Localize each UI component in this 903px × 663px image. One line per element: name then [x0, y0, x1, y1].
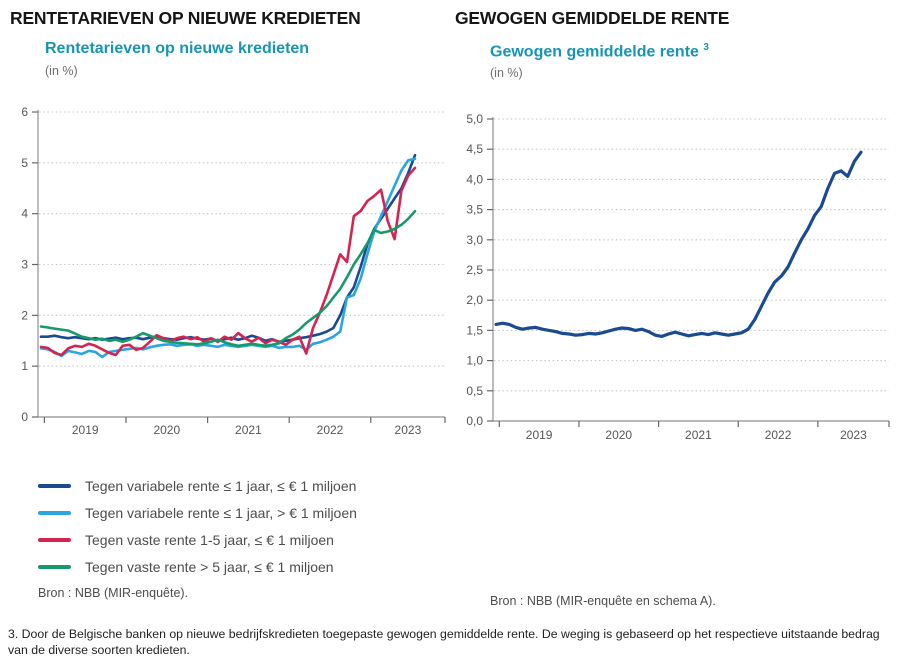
series-line-0: [39, 153, 417, 344]
y-tick-label: 2,5: [466, 263, 483, 277]
y-tick-label: 3: [21, 258, 28, 272]
left-chart-heading: RENTETARIEVEN OP NIEUWE KREDIETEN: [10, 8, 361, 28]
legend-label-1: Tegen variabele rente ≤ 1 jaar, > € 1 mi…: [85, 504, 357, 521]
series-line-2: [39, 166, 417, 357]
y-tick-label: 4,0: [466, 172, 483, 186]
legend-line-swatch-1: [38, 510, 71, 515]
legend: Tegen variabele rente ≤ 1 jaar, ≤ € 1 mi…: [38, 472, 357, 580]
x-tick-label: 2019: [526, 428, 553, 442]
legend-label-3: Tegen vaste rente > 5 jaar, ≤ € 1 miljoe…: [85, 558, 334, 575]
right-chart-source: Bron : NBB (MIR-enquête en schema A).: [490, 594, 716, 608]
y-tick-label: 0,0: [466, 414, 483, 428]
x-tick-label: 2023: [840, 428, 867, 442]
legend-line-swatch-0: [38, 483, 71, 488]
x-tick-label: 2019: [72, 423, 99, 437]
y-tick-label: 5: [21, 156, 28, 170]
footnote-reference: 3: [703, 42, 709, 53]
right-chart-heading: GEWOGEN GEMIDDELDE RENTE: [455, 8, 730, 28]
y-tick-label: 0: [21, 410, 28, 424]
legend-label-2: Tegen vaste rente 1-5 jaar, ≤ € 1 miljoe…: [85, 531, 334, 548]
right-chart-subtitle-text: Gewogen gemiddelde rente: [490, 43, 699, 61]
footnote: 3. Door de Belgische banken op nieuwe be…: [8, 627, 880, 657]
legend-item-3: Tegen vaste rente > 5 jaar, ≤ € 1 miljoe…: [38, 553, 357, 580]
legend-item-1: Tegen variabele rente ≤ 1 jaar, > € 1 mi…: [38, 499, 357, 526]
y-tick-label: 1,0: [466, 354, 483, 368]
x-tick-label: 2023: [395, 423, 422, 437]
legend-line-swatch-3: [38, 564, 71, 569]
y-tick-label: 3,5: [466, 203, 483, 217]
left-chart-unit-label: (in %): [45, 64, 78, 78]
y-tick-label: 4: [21, 207, 28, 221]
legend-item-2: Tegen vaste rente 1-5 jaar, ≤ € 1 miljoe…: [38, 526, 357, 553]
legend-item-0: Tegen variabele rente ≤ 1 jaar, ≤ € 1 mi…: [38, 472, 357, 499]
y-tick-label: 4,5: [466, 142, 483, 156]
y-tick-label: 1: [21, 359, 28, 373]
x-tick-label: 2020: [605, 428, 632, 442]
right-chart-subtitle: Gewogen gemiddelde rente 3: [490, 42, 709, 61]
y-tick-label: 6: [21, 105, 28, 119]
right-line-chart: 0,0 0,5 1,0 1,5 2,0 2,5 3,0 3,5 4,0 4,5 5,0 2019 202…: [466, 112, 890, 442]
series-line-3: [39, 209, 417, 348]
legend-label-0: Tegen variabele rente ≤ 1 jaar, ≤ € 1 mi…: [85, 477, 357, 494]
y-tick-label: 5,0: [466, 112, 483, 126]
right-chart-unit-label: (in %): [490, 66, 523, 80]
left-line-chart: 0 1 2 3 4 5 6 2019 2020 2021 2022 2023: [21, 105, 446, 437]
x-tick-label: 2022: [317, 423, 344, 437]
y-tick-label: 2: [21, 308, 28, 322]
y-tick-label: 1,5: [466, 323, 483, 337]
x-tick-label: 2022: [765, 428, 792, 442]
series-line-0: [494, 150, 863, 338]
y-tick-label: 3,0: [466, 233, 483, 247]
left-chart-subtitle: Rentetarieven op nieuwe kredieten: [45, 40, 310, 57]
series-line-1: [39, 157, 417, 359]
left-chart-source: Bron : NBB (MIR-enquête).: [38, 586, 189, 600]
legend-line-swatch-2: [38, 537, 71, 542]
x-tick-label: 2020: [153, 423, 180, 437]
x-tick-label: 2021: [685, 428, 712, 442]
y-tick-label: 0,5: [466, 384, 483, 398]
x-tick-label: 2021: [235, 423, 262, 437]
y-tick-label: 2,0: [466, 293, 483, 307]
